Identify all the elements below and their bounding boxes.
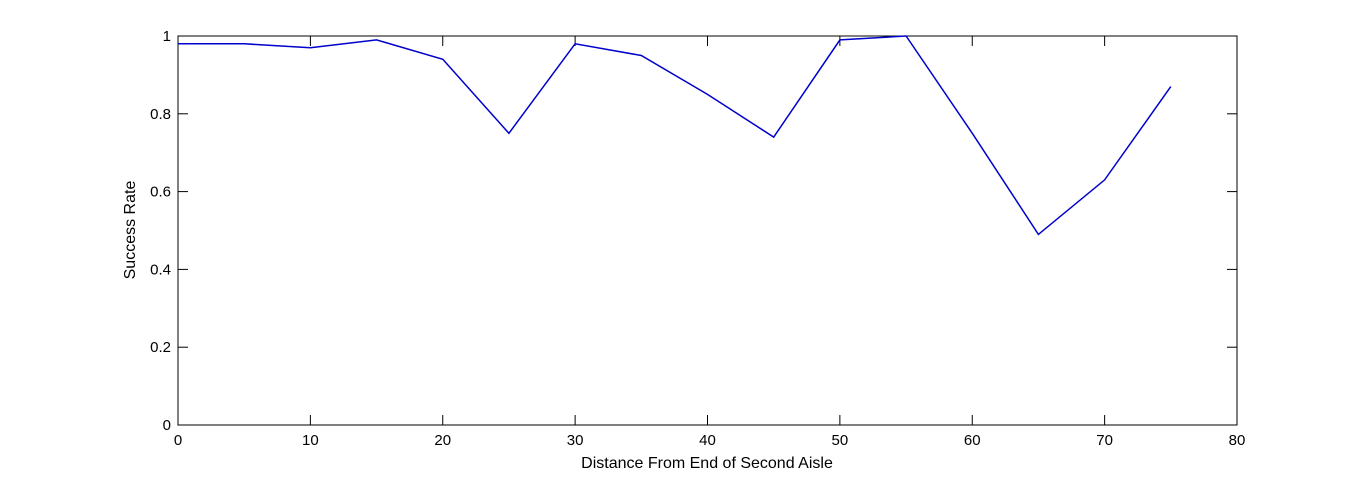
y-tick-label: 0	[163, 417, 171, 434]
y-tick-label: 0.8	[150, 106, 171, 123]
x-tick-label: 60	[964, 432, 981, 449]
x-tick-labels: 0 10 20 30 40 50 60 70 80	[174, 432, 1246, 449]
y-tick-label: 1	[163, 28, 171, 45]
y-axis-label: Success Rate	[122, 181, 139, 280]
series-group	[178, 35, 1172, 236]
x-tick-label: 70	[1096, 432, 1113, 449]
x-tick-label: 80	[1229, 432, 1246, 449]
x-tick-label: 50	[832, 432, 849, 449]
y-tick-label: 0.2	[150, 339, 171, 356]
x-tick-label: 0	[174, 432, 182, 449]
plot-area	[177, 35, 1238, 426]
y-tick-label: 0.4	[150, 261, 171, 278]
y-tick-labels: 0 0.2 0.4 0.6 0.8 1	[150, 28, 171, 434]
x-tick-label: 40	[699, 432, 716, 449]
axis-ticks	[177, 35, 1238, 426]
series-line	[178, 35, 1172, 236]
x-tick-label: 20	[434, 432, 451, 449]
x-tick-label: 30	[567, 432, 584, 449]
y-tick-label: 0.6	[150, 184, 171, 201]
x-tick-label: 10	[302, 432, 319, 449]
x-axis-label: Distance From End of Second Aisle	[581, 455, 833, 472]
